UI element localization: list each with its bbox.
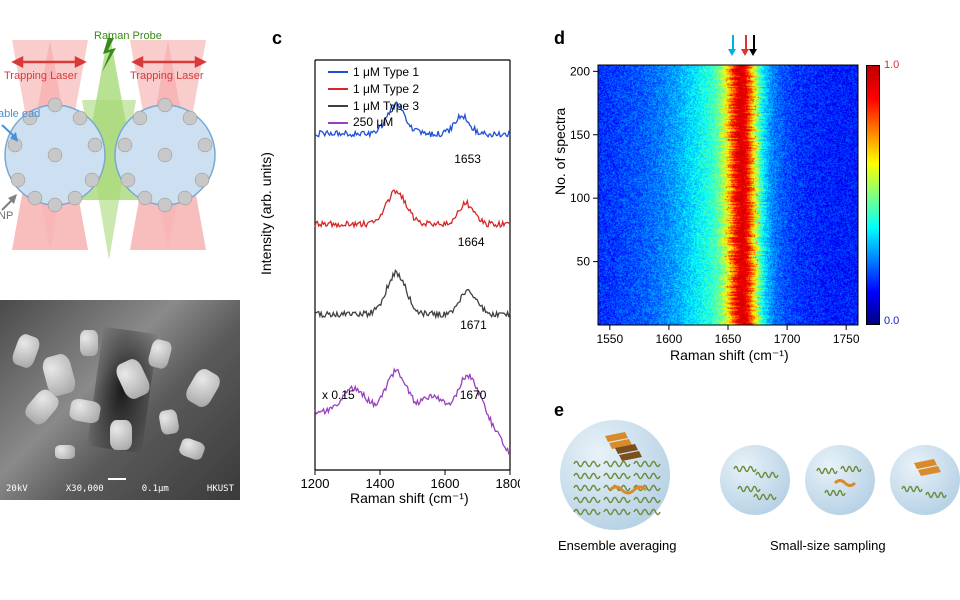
- sem-particle: [55, 445, 75, 459]
- panel-d-xlabel: Raman shift (cm⁻¹): [670, 347, 789, 364]
- raman-probe-label: Raman Probe: [94, 30, 162, 42]
- legend-item: 1 μM Type 2: [328, 81, 419, 98]
- panel-label-e: e: [554, 400, 564, 421]
- sem-particle: [110, 420, 132, 450]
- sem-particle: [183, 366, 224, 410]
- svg-text:1600: 1600: [431, 476, 460, 491]
- panel-label-d: d: [554, 28, 565, 49]
- sem-particle: [178, 436, 207, 461]
- sem-particle: [68, 398, 101, 425]
- svg-text:1750: 1750: [833, 332, 860, 346]
- panel-c-spectra: 1200140016001800 Intensity (arb. units) …: [270, 40, 520, 510]
- sem-info-bar: 20kV X30,000 0.1μm HKUST: [6, 484, 234, 494]
- heatmap-arrow: [744, 35, 749, 56]
- np-label: NP: [0, 210, 13, 222]
- colorbar: [866, 65, 880, 325]
- bead-label: able ead: [0, 108, 40, 120]
- panel-b-sem: 20kV X30,000 0.1μm HKUST: [0, 300, 240, 500]
- sem-source: HKUST: [207, 484, 234, 494]
- svg-text:1600: 1600: [656, 332, 683, 346]
- trap-right-label: Trapping Laser: [130, 70, 204, 82]
- sem-mag: X30,000: [66, 484, 104, 494]
- panel-c-legend: 1 μM Type 11 μM Type 21 μM Type 3250 μM: [328, 64, 419, 131]
- svg-text:100: 100: [570, 191, 590, 205]
- peak-label: 1653: [454, 152, 481, 166]
- colorbar-max: 1.0: [884, 59, 899, 71]
- sample-circle: [720, 445, 790, 515]
- colorbar-min: 0.0: [884, 315, 899, 327]
- panel-d-heatmap: 1550 1600 1650 1700 1750 50 100 150 200 1.0 0.0…: [560, 55, 900, 375]
- sample-circle: [560, 420, 670, 530]
- sample-circle: [805, 445, 875, 515]
- panel-d-ylabel: No. of spectra: [552, 108, 568, 195]
- svg-text:1800: 1800: [496, 476, 520, 491]
- svg-text:150: 150: [570, 128, 590, 142]
- panel-e-sampling: Ensemble averaging Small-size sampling: [560, 420, 940, 570]
- svg-text:50: 50: [577, 255, 591, 269]
- svg-text:1200: 1200: [301, 476, 330, 491]
- heatmap-axes-svg: 1550 1600 1650 1700 1750 50 100 150 200: [560, 55, 900, 375]
- heatmap-arrow: [731, 35, 736, 56]
- sample-circle: [890, 445, 960, 515]
- svg-text:1400: 1400: [366, 476, 395, 491]
- caption-small: Small-size sampling: [770, 538, 886, 553]
- svg-text:1650: 1650: [715, 332, 742, 346]
- peak-label: 1671: [460, 318, 487, 332]
- sem-scalebar: [108, 478, 126, 480]
- panel-a-schematic: Raman Probe Trapping Laser Trapping Lase…: [0, 30, 240, 260]
- svg-text:1700: 1700: [774, 332, 801, 346]
- peak-label: 1664: [458, 235, 485, 249]
- peak-label: 1670: [460, 388, 487, 402]
- schematic-svg: [0, 30, 240, 260]
- svg-text:1550: 1550: [596, 332, 623, 346]
- sem-particle: [10, 332, 42, 370]
- caption-ensemble: Ensemble averaging: [558, 538, 677, 553]
- svg-text:200: 200: [570, 64, 590, 78]
- trap-left-label: Trapping Laser: [4, 70, 78, 82]
- legend-item: 1 μM Type 1: [328, 64, 419, 81]
- sem-scale: 0.1μm: [142, 484, 169, 494]
- heatmap-arrow: [752, 35, 757, 56]
- sem-kv: 20kV: [6, 484, 28, 494]
- legend-item: 1 μM Type 3: [328, 98, 419, 115]
- legend-item: 250 μM: [328, 114, 419, 131]
- scale-note: x 0.15: [322, 388, 355, 402]
- sem-particle: [80, 330, 98, 356]
- sem-particle: [158, 409, 180, 436]
- panel-c-xlabel: Raman shift (cm⁻¹): [350, 490, 469, 507]
- panel-c-ylabel: Intensity (arb. units): [258, 152, 274, 275]
